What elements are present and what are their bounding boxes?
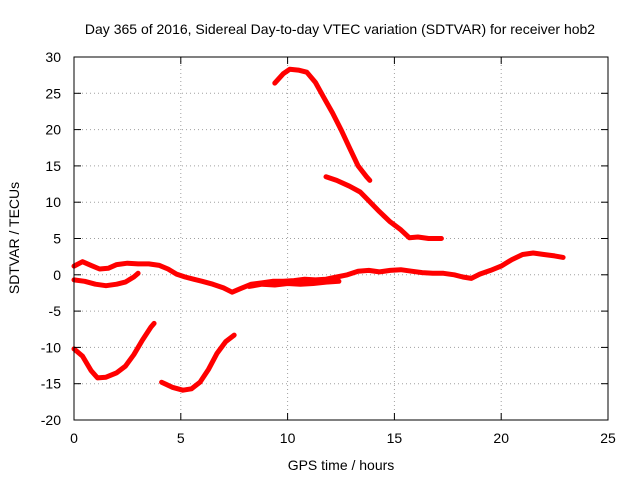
y-tick-label: 20 [45,122,61,138]
series-line-arc-upper-baseline [71,250,566,295]
y-tick-label: -5 [49,303,62,319]
y-tick-label: 25 [45,85,61,101]
series-line-arc-peak [272,66,373,183]
series-line-arc-low-middle [159,332,237,393]
series-line-arc-descending [323,174,444,241]
ticks [73,56,609,421]
y-tick-label: 30 [45,49,61,65]
y-tick-label: 0 [53,267,61,283]
x-tick-label: 5 [177,430,185,446]
y-axis-title: SDTVAR / TECUs [6,182,22,294]
grid [74,57,608,420]
series-layer [71,66,566,393]
y-tick-label: 15 [45,158,61,174]
x-axis-title: GPS time / hours [288,457,395,473]
y-tick-label: -10 [41,339,61,355]
x-tick-label: 0 [70,430,78,446]
x-tick-label: 25 [600,430,616,446]
series-line-arc-midday-band [246,278,342,289]
x-tick-label: 15 [387,430,403,446]
series-line-arc-low-left [71,320,157,381]
y-tick-labels: -20 -15 -10 -5 0 5 10 15 20 25 30 [41,49,61,428]
y-tick-label: -15 [41,376,61,392]
y-tick-label: -20 [41,412,61,428]
x-tick-label: 10 [280,430,296,446]
chart-title: Day 365 of 2016, Sidereal Day-to-day VTE… [85,21,595,37]
series-line-arc-lower-baseline [71,270,141,289]
y-tick-label: 10 [45,194,61,210]
y-tick-label: 5 [53,231,61,247]
x-tick-label: 20 [493,430,509,446]
x-tick-labels: 0 5 10 15 20 25 [70,430,616,446]
